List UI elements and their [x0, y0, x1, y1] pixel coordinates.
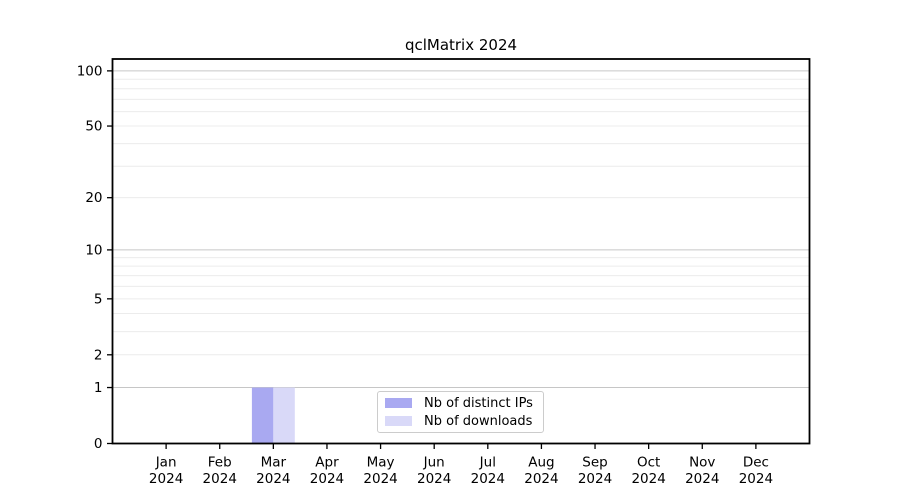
- x-tick-label-year: 2024: [578, 471, 612, 487]
- legend-label-downloads: Nb of downloads: [424, 413, 533, 429]
- x-tick-label-month: Feb: [208, 455, 232, 471]
- legend-swatch-distinct-ips: [385, 398, 412, 408]
- x-tick-label-year: 2024: [631, 471, 665, 487]
- x-tick-label-year: 2024: [256, 471, 290, 487]
- x-tick-label-month: Oct: [637, 455, 660, 471]
- x-tick-label-month: Dec: [743, 455, 769, 471]
- y-tick-label: 20: [85, 190, 102, 206]
- legend: Nb of distinct IPs Nb of downloads: [377, 391, 544, 433]
- y-tick-label: 10: [85, 242, 102, 258]
- x-tick-label-year: 2024: [149, 471, 183, 487]
- x-tick-label-month: May: [367, 455, 395, 471]
- x-tick-label-year: 2024: [363, 471, 397, 487]
- x-tick-label-year: 2024: [203, 471, 237, 487]
- bar-nb-of-downloads: [273, 387, 295, 444]
- y-tick-label: 5: [94, 291, 103, 307]
- y-tick-label: 100: [77, 63, 103, 79]
- x-tick-label-month: Jul: [479, 455, 496, 471]
- x-tick-label-year: 2024: [310, 471, 344, 487]
- x-tick-label-month: Mar: [261, 455, 287, 471]
- legend-swatch-downloads: [385, 416, 412, 426]
- x-tick-label-month: Aug: [528, 455, 554, 471]
- x-tick-label-year: 2024: [524, 471, 558, 487]
- y-tick-label: 50: [85, 119, 102, 135]
- bar-nb-of-distinct-ips: [251, 387, 274, 444]
- y-tick-label: 0: [94, 436, 103, 452]
- y-tick-label: 2: [94, 347, 103, 363]
- legend-item-downloads: Nb of downloads: [378, 413, 543, 430]
- x-tick-label-year: 2024: [739, 471, 773, 487]
- y-tick-label: 1: [94, 380, 103, 396]
- x-tick-label-month: Jun: [423, 455, 445, 471]
- x-tick-label-month: Jan: [155, 455, 177, 471]
- x-tick-label-month: Sep: [582, 455, 607, 471]
- x-tick-label-month: Nov: [689, 455, 715, 471]
- x-tick-label-year: 2024: [417, 471, 451, 487]
- x-tick-label-year: 2024: [471, 471, 505, 487]
- x-tick-label-month: Apr: [315, 455, 339, 471]
- legend-label-distinct-ips: Nb of distinct IPs: [424, 395, 533, 411]
- chart-title: qclMatrix 2024: [404, 36, 518, 54]
- legend-item-distinct-ips: Nb of distinct IPs: [378, 395, 543, 412]
- x-tick-label-year: 2024: [685, 471, 719, 487]
- plot-border: [111, 58, 811, 445]
